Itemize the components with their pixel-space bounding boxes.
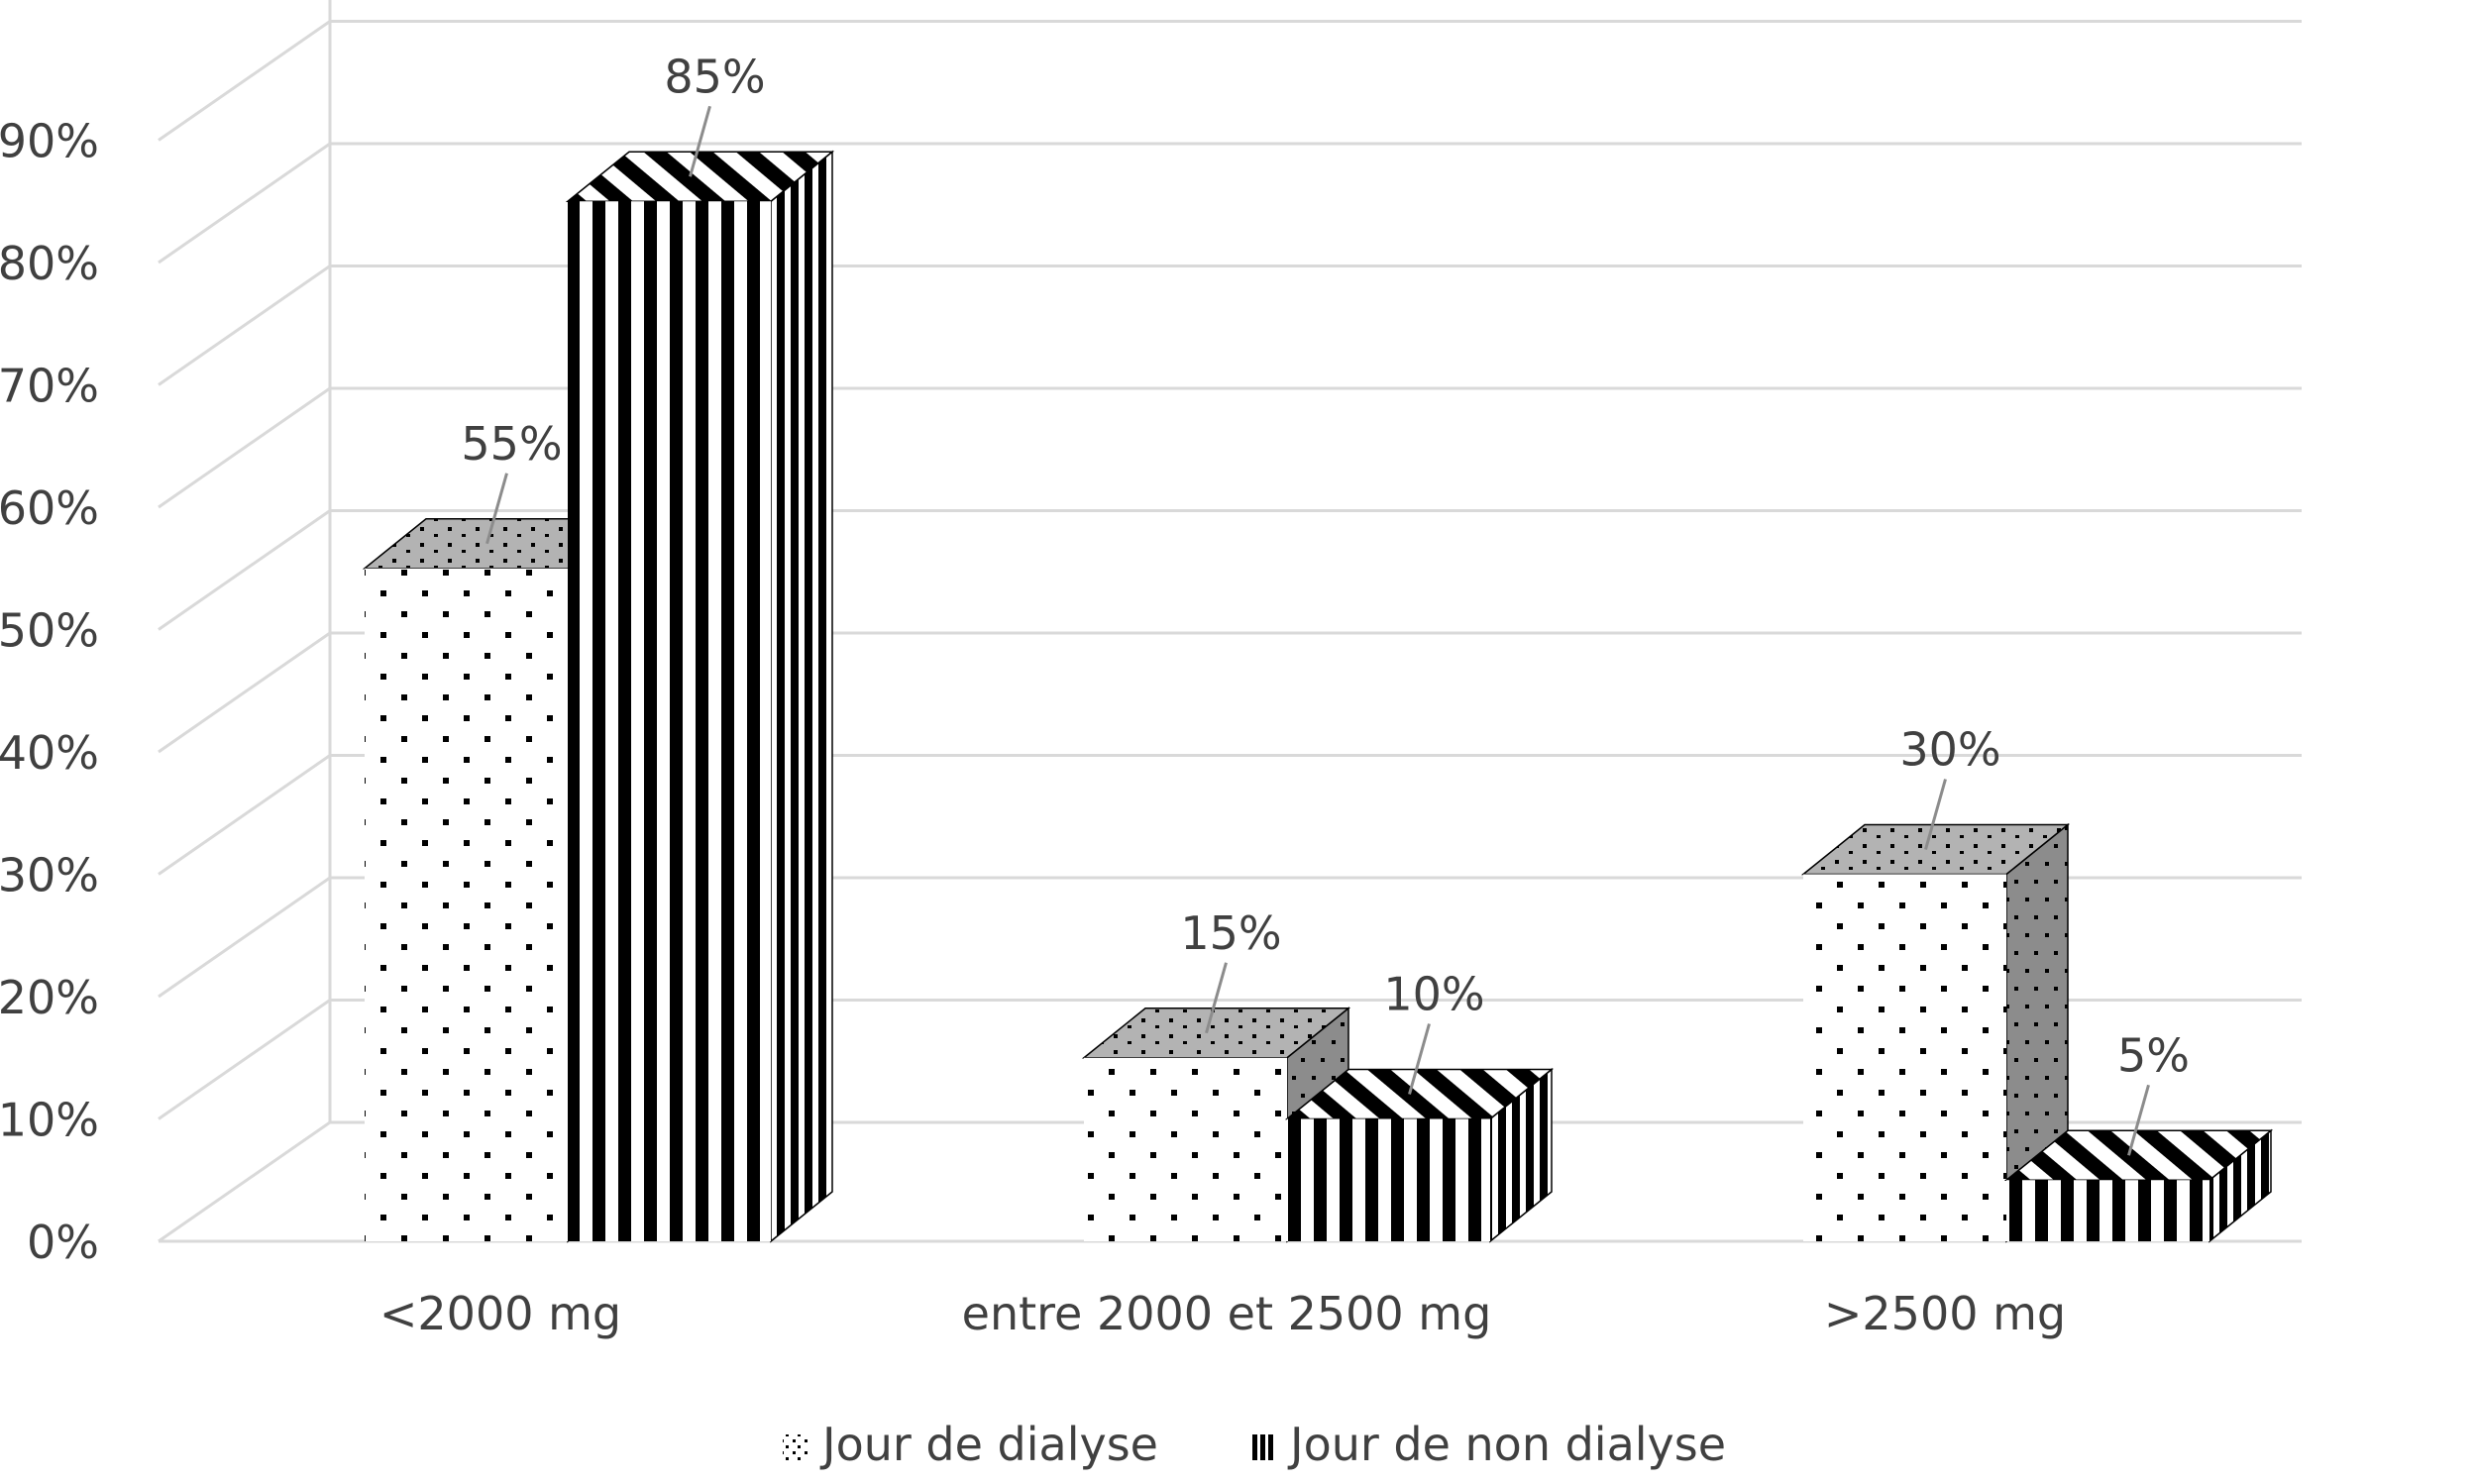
bar-face [1084,1057,1287,1241]
bar-stripes [565,150,835,1243]
bar-dots [1081,1007,1351,1243]
y-tick-label: 30% [0,849,99,902]
legend-swatch [1250,1434,1276,1460]
bar-face [2006,1180,2209,1241]
gridline-depth [158,20,331,142]
data-label: 85% [664,50,765,103]
gridline-depth [158,754,331,876]
gridline-depth [158,265,331,386]
x-category-label: <2000 mg [379,1287,621,1340]
leader-line [485,473,508,545]
bar-side [770,150,833,1243]
data-label: 15% [1180,906,1281,960]
bars-layer [362,150,2274,1243]
y-tick-label: 50% [0,604,99,658]
y-tick-label: 0% [27,1216,99,1269]
bar-stripes [1284,1067,1555,1243]
legend-label: Jour de dialyse [819,1418,1158,1471]
leader-line [1205,962,1228,1034]
x-category-label: >2500 mg [1824,1287,2066,1340]
y-tick-label: 40% [0,726,99,780]
gridline-depth [158,142,331,265]
data-label: 10% [1383,968,1484,1021]
x-axis-categories: <2000 mg entre 2000 et 2500 mg >2500 mg [379,1287,2066,1340]
y-tick-label: 10% [0,1094,99,1147]
y-tick-label: 90% [0,115,99,168]
data-labels-layer: 55% 85% 15% 10% 30% 5% [461,50,2190,1156]
bar-face [1803,874,2006,1241]
leader-line [1408,1023,1431,1095]
data-label: 30% [1899,723,2000,777]
legend: Jour de dialyse Jour de non dialyse [783,1418,1726,1471]
gridline-depth [158,999,331,1120]
gridline-depth [158,631,331,754]
y-axis-ticks: 0% 10% 20% 30% 40% 50% 60% 70% 80% 90% [0,115,99,1270]
bar-face [365,568,568,1241]
gridline-depth [158,876,331,999]
gridline-depth [158,1120,331,1243]
bar-face [1287,1118,1490,1241]
data-label: 5% [2117,1028,2190,1082]
bar-face [568,201,771,1241]
leader-line [689,105,711,177]
y-tick-label: 60% [0,481,99,535]
y-tick-label: 70% [0,360,99,413]
legend-swatch [783,1434,808,1460]
y-tick-label: 80% [0,237,99,290]
bar-dots [1800,822,2071,1243]
gridline-depth [158,386,331,509]
gridline-depth [158,509,331,631]
bar-stripes [2003,1128,2274,1243]
leader-line [1924,779,1947,850]
x-category-label: entre 2000 et 2500 mg [962,1287,1492,1340]
leader-line [2127,1084,2150,1156]
data-label: 55% [461,417,562,471]
y-tick-label: 20% [0,971,99,1024]
legend-label: Jour de non dialyse [1287,1418,1726,1471]
